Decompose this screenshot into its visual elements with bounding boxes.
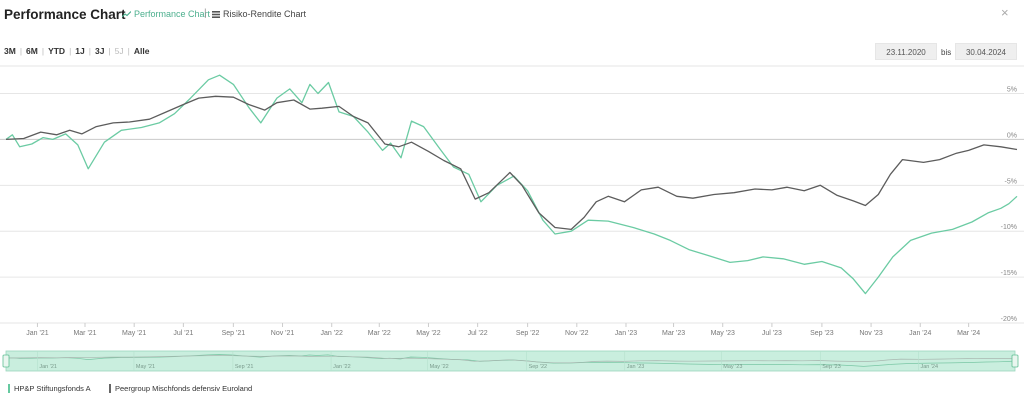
range-button-3j[interactable]: 3J <box>94 46 105 56</box>
x-tick-label: May '21 <box>122 330 146 337</box>
y-axis-ticks: 5% 0% -5% -10% -15% -20% <box>1001 87 1017 323</box>
y-tick-label: -15% <box>1001 270 1017 277</box>
x-tick-label: Sep '21 <box>222 330 246 337</box>
x-tick-label: Jan '24 <box>909 330 931 337</box>
date-to-input[interactable]: 30.04.2024 <box>955 43 1017 60</box>
x-tick-label: Nov '23 <box>859 330 883 337</box>
x-tick-label: Jul '22 <box>468 330 488 337</box>
navigator-tick-label: Sep '21 <box>235 364 253 370</box>
navigator-tick-label: Sep '23 <box>822 364 840 370</box>
range-button-3m[interactable]: 3M <box>4 46 16 56</box>
x-tick-label: Jul '21 <box>173 330 193 337</box>
x-tick-label: Sep '22 <box>516 330 540 337</box>
range-separator: | <box>88 46 91 56</box>
range-separator: | <box>127 46 130 56</box>
series-line-peergroup <box>5 95 1018 231</box>
range-button-1j[interactable]: 1J <box>75 46 85 56</box>
tab-performance-label: Performance Chart <box>134 9 211 19</box>
x-tick-label: Jan '23 <box>615 330 637 337</box>
navigator-handle-right[interactable] <box>1011 354 1019 368</box>
navigator-window <box>5 350 1016 372</box>
tab-separator: | <box>204 8 207 19</box>
x-tick-label: Mar '23 <box>662 330 685 337</box>
line-chart-icon <box>122 10 131 17</box>
x-tick-label: Sep '23 <box>810 330 834 337</box>
page-title: Performance Chart <box>4 7 126 22</box>
x-tick-label: Nov '22 <box>565 330 589 337</box>
tab-risk-return-chart[interactable]: Risiko-Rendite Chart <box>212 9 306 19</box>
range-navigator[interactable]: Jan '21 May '21 Sep '21 Jan '22 May '22 Sep '… <box>2 350 1019 372</box>
chart-header: Performance Chart Performance Chart | Ri… <box>0 0 1024 30</box>
date-range-separator: bis <box>941 48 952 57</box>
range-separator: | <box>41 46 45 56</box>
chart-series <box>5 74 1018 295</box>
y-tick-label: -10% <box>1001 224 1017 231</box>
x-tick-label: Jan '22 <box>321 330 343 337</box>
range-selector: 3M | 6M | YTD | 1J | 3J | 5J | Alle <box>4 46 149 56</box>
navigator-tick-label: May '21 <box>136 364 155 370</box>
series-line-fund <box>5 74 1018 295</box>
bar-list-icon <box>212 10 220 18</box>
x-tick-label: Nov '21 <box>271 330 295 337</box>
y-tick-label: -20% <box>1001 316 1017 323</box>
x-tick-label: Mar '22 <box>368 330 391 337</box>
x-tick-label: May '22 <box>416 330 440 337</box>
range-button-5j: 5J <box>114 46 124 56</box>
range-separator: | <box>108 46 111 56</box>
range-button-ytd[interactable]: YTD <box>48 46 66 56</box>
navigator-tick-label: Jan '24 <box>920 364 938 370</box>
range-button-6m[interactable]: 6M <box>26 46 38 56</box>
tab-performance-chart[interactable]: Performance Chart <box>122 9 210 19</box>
navigator-tick-label: Jan '22 <box>333 364 351 370</box>
navigator-tick-label: Jan '23 <box>627 364 645 370</box>
performance-chart: 5% 0% -5% -10% -15% -20% Jan '21 Mar '21 May '2… <box>0 65 1024 372</box>
range-button-alle[interactable]: Alle <box>133 46 150 56</box>
tab-risk-label: Risiko-Rendite Chart <box>223 9 307 19</box>
y-tick-label: 0% <box>1007 132 1017 139</box>
chart-grid <box>0 65 1024 324</box>
navigator-series-peergroup <box>5 355 1016 364</box>
close-icon[interactable]: × <box>1001 5 1009 20</box>
navigator-tick-label: Jan '21 <box>39 364 57 370</box>
legend-item-peergroup[interactable]: Peergroup Mischfonds defensiv Euroland <box>109 384 252 393</box>
legend-item-fund[interactable]: HP&P Stiftungsfonds A <box>8 384 91 393</box>
x-tick-label: Jan '21 <box>26 330 48 337</box>
x-tick-label: May '23 <box>711 330 735 337</box>
x-tick-label: Mar '21 <box>73 330 96 337</box>
date-from-input[interactable]: 23.11.2020 <box>875 43 937 60</box>
x-axis-ticks: Jan '21 Mar '21 May '21 Jul '21 Sep '21 Nov '… <box>26 323 980 337</box>
range-separator: | <box>69 46 72 56</box>
range-separator: | <box>19 46 23 56</box>
y-tick-label: -5% <box>1005 178 1017 185</box>
navigator-handle-left[interactable] <box>2 354 10 368</box>
x-tick-label: Jul '23 <box>762 330 782 337</box>
navigator-tick-label: Sep '22 <box>529 364 547 370</box>
navigator-tick-label: May '22 <box>430 364 449 370</box>
x-tick-label: Mar '24 <box>957 330 980 337</box>
navigator-tick-label: May '23 <box>723 364 742 370</box>
y-tick-label: 5% <box>1007 87 1017 94</box>
